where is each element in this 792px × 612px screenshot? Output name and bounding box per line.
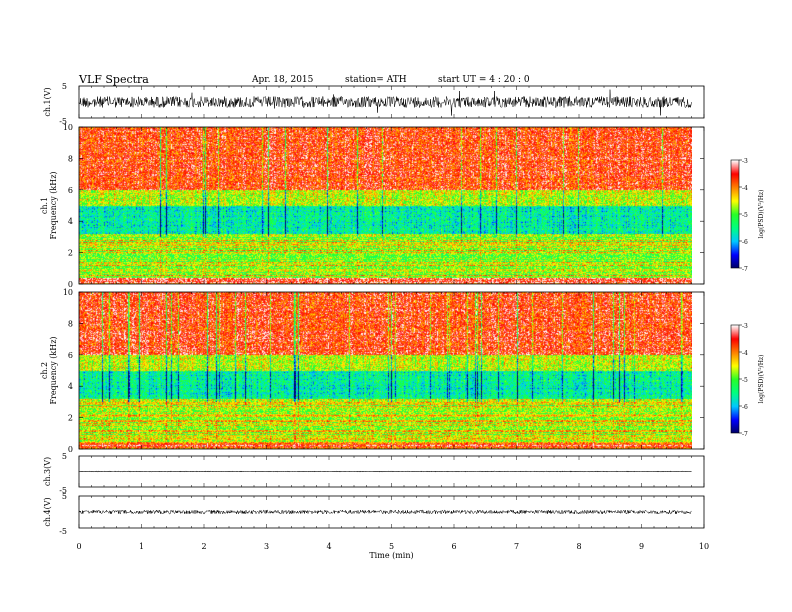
ch2-spec-y-tick-label: 2 — [68, 414, 73, 423]
ch1-spec-colorbar-tick-label: -3 — [742, 158, 748, 165]
ch4-wave-trace — [78, 509, 692, 515]
ch1-wave-y-tick-label: 5 — [62, 82, 67, 91]
ch3-wave-y-tick-label: 5 — [62, 452, 67, 461]
x-tick-label: 2 — [201, 542, 206, 551]
ch3-wave-y-axis-label: ch.3(V) — [43, 457, 52, 486]
ch1-spec-colorbar-tick-label: -5 — [742, 212, 748, 219]
ch1-spec-y-axis-label: Frequency (kHz) — [49, 171, 58, 239]
ch3-wave-y-tick-label: -5 — [59, 486, 67, 495]
ch1-spec-y-tick-label: 10 — [63, 123, 73, 132]
ch2-spec-colorbar-tick-label: -4 — [742, 350, 748, 357]
ch1-spec-colorbar-tick-label: -7 — [742, 266, 748, 273]
ch1-spec-y-tick-label: 8 — [68, 154, 73, 163]
ch1-wave-trace — [78, 89, 692, 116]
x-tick-label: 0 — [76, 542, 81, 551]
x-tick-label: 7 — [514, 542, 519, 551]
ch2-spec-colorbar-tick-label: -3 — [742, 323, 748, 330]
ch1-spec-spectrogram-image — [79, 127, 692, 284]
x-tick-label: 4 — [326, 542, 331, 551]
ch1-wave-y-axis-label: ch.1(V) — [43, 87, 52, 116]
ch1-spec-y-tick-label: 4 — [68, 217, 73, 226]
x-tick-label: 10 — [699, 542, 709, 551]
ch2-spec-y-tick-label: 0 — [68, 445, 73, 454]
ch2-spec-y-tick-label: 8 — [68, 319, 73, 328]
ch1-spec-y-tick-label: 0 — [68, 280, 73, 289]
ch2-spec-y-tick-label: 4 — [68, 382, 73, 391]
station-label: station= ATH — [345, 75, 407, 85]
ch1-spec-y-axis-label: ch.1 — [40, 197, 49, 214]
ch1-spec-colorbar-tick-label: -6 — [742, 239, 748, 246]
ch3-wave-trace — [78, 470, 692, 473]
chart-title: VLF Spectra — [79, 73, 149, 86]
x-tick-label: 8 — [576, 542, 581, 551]
ch4-wave-y-tick-label: 5 — [62, 492, 67, 501]
x-axis-label: Time (min) — [369, 551, 413, 560]
x-tick-label: 6 — [451, 542, 456, 551]
x-tick-label: 5 — [389, 542, 394, 551]
ch1-spec-colorbar — [731, 160, 739, 268]
start-time-label: start UT = 4 : 20 : 0 — [438, 75, 530, 85]
ch2-spec-colorbar-tick-label: -5 — [742, 377, 748, 384]
ch2-spec-colorbar-tick-label: -7 — [742, 431, 748, 438]
ch1-wave-y-tick-label: -5 — [59, 117, 67, 126]
ch2-spec-colorbar — [731, 325, 739, 433]
ch2-spec-colorbar-label: log(PSD)(V²/Hz) — [758, 355, 765, 404]
ch2-spec-y-tick-label: 6 — [68, 351, 73, 360]
x-tick-label: 1 — [139, 542, 144, 551]
ch1-spec-colorbar-tick-label: -4 — [742, 185, 748, 192]
ch2-spec-y-axis-label: ch.2 — [40, 362, 49, 379]
ch1-spec-colorbar-label: log(PSD)(V²/Hz) — [758, 190, 765, 239]
date-label: Apr. 18, 2015 — [252, 75, 314, 85]
ch2-spec-y-tick-label: 10 — [63, 288, 73, 297]
ch2-spec-spectrogram-image — [79, 292, 692, 449]
ch4-wave-y-axis-label: ch.4(V) — [43, 497, 52, 526]
ch2-spec-y-axis-label: Frequency (kHz) — [49, 336, 58, 404]
ch1-spec-y-tick-label: 6 — [68, 186, 73, 195]
x-tick-label: 9 — [639, 542, 644, 551]
x-tick-label: 3 — [264, 542, 269, 551]
ch4-wave-y-tick-label: -5 — [59, 527, 67, 536]
ch1-spec-y-tick-label: 2 — [68, 249, 73, 258]
ch2-spec-colorbar-tick-label: -6 — [742, 404, 748, 411]
